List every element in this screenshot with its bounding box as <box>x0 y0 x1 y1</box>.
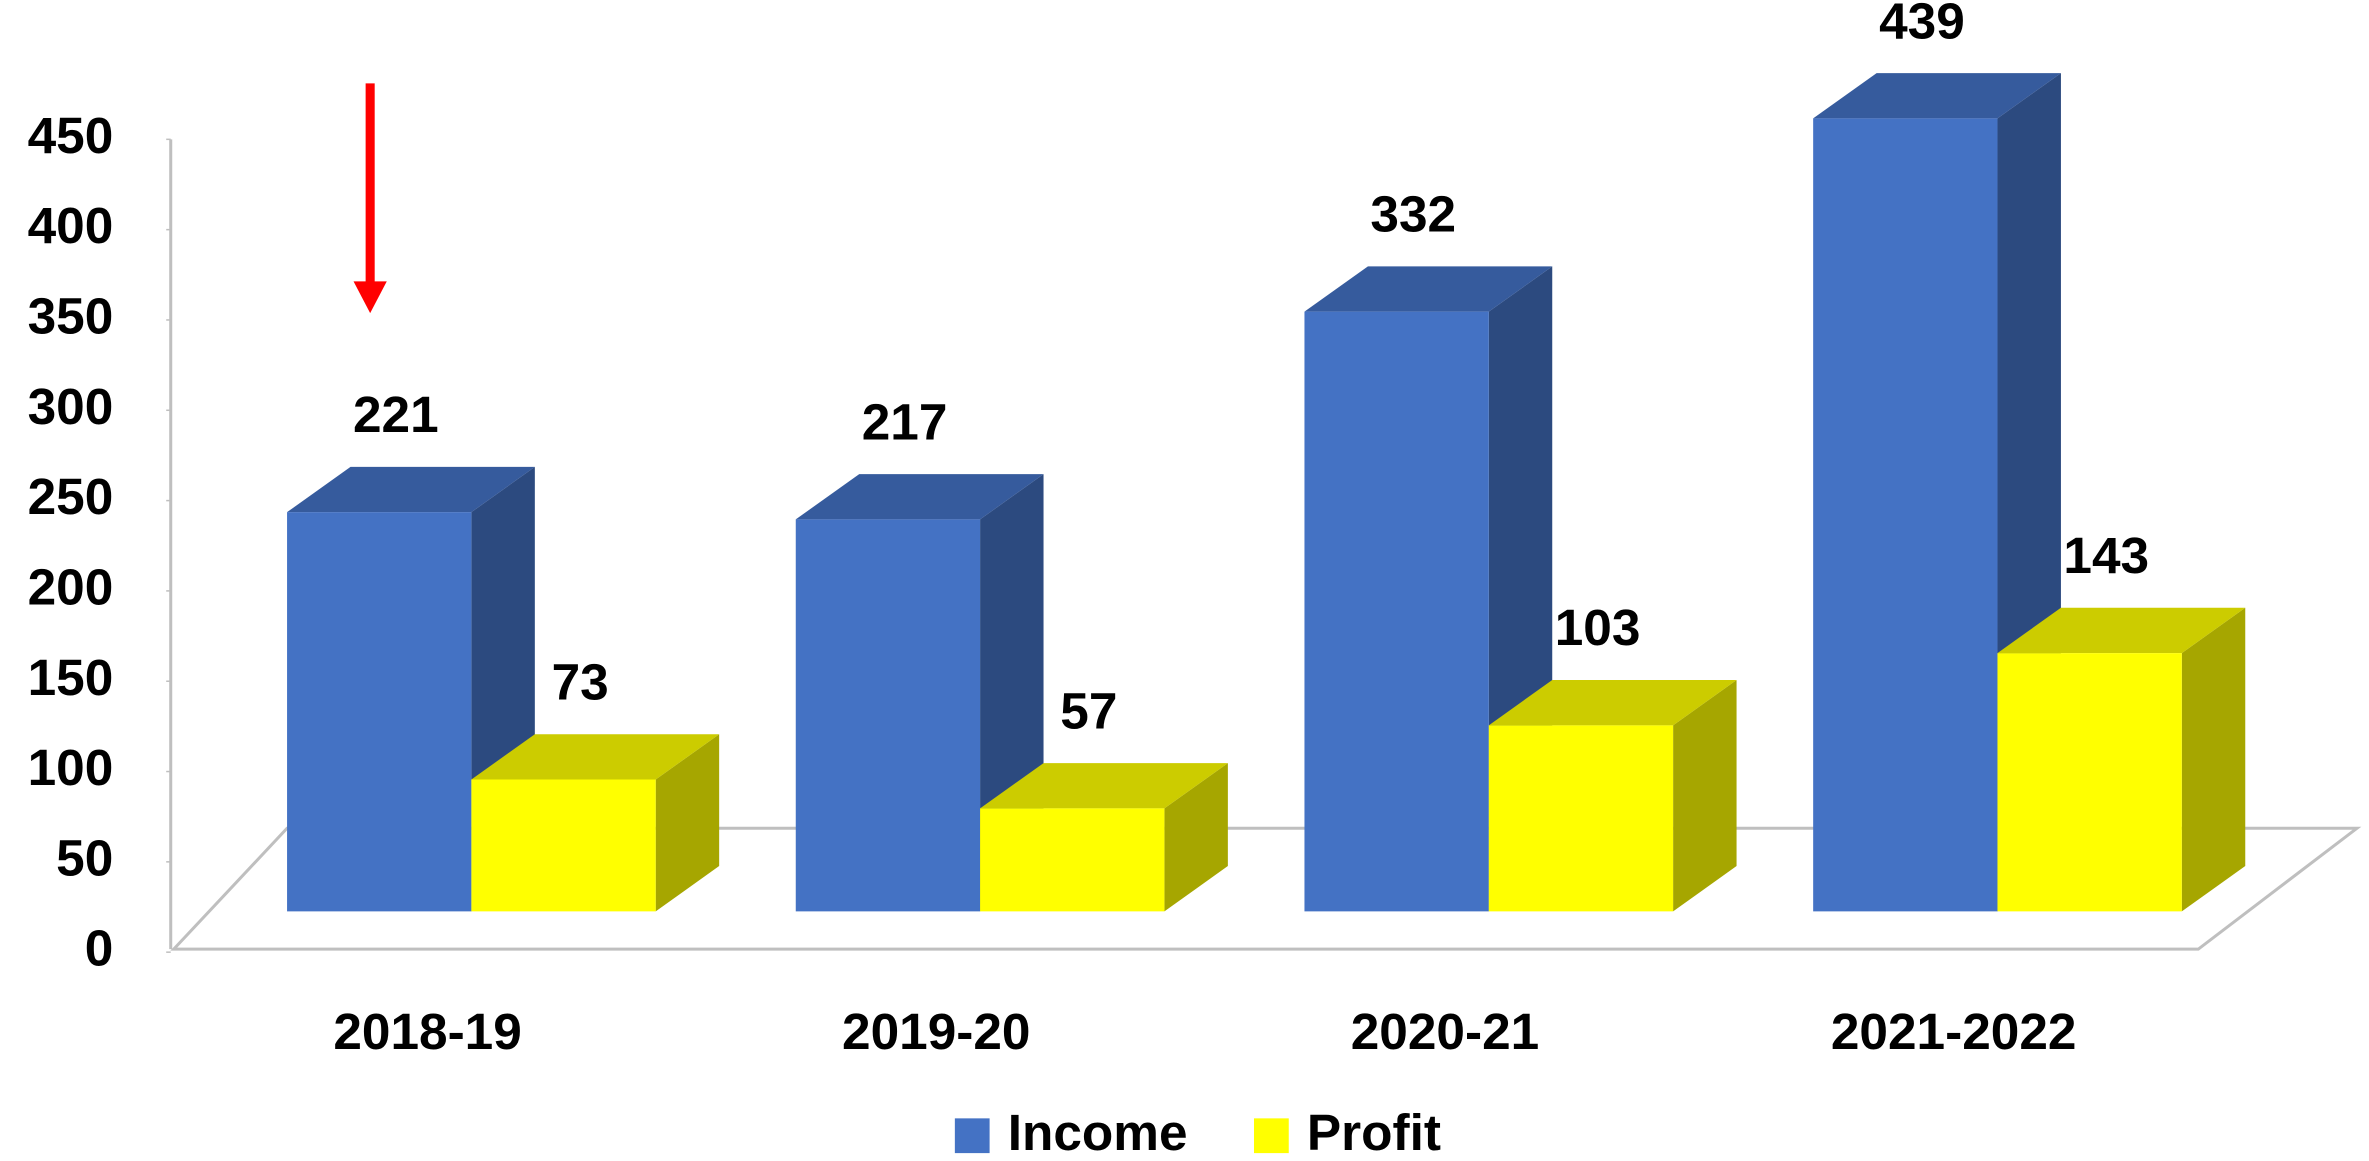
bar-face <box>1488 725 1674 912</box>
bar-face <box>1813 118 1998 912</box>
bar <box>471 734 720 912</box>
bar-face <box>1997 653 2182 912</box>
y-tick-label: 300 <box>28 378 114 435</box>
data-label: 103 <box>1555 599 1641 656</box>
bar-face <box>471 779 656 912</box>
bar-face <box>1813 73 2061 119</box>
y-tick-label: 200 <box>28 558 114 615</box>
legend-label: Income <box>1008 1104 1188 1161</box>
arrow-head <box>353 281 387 314</box>
bar-face <box>1673 680 1737 912</box>
bar <box>980 763 1228 912</box>
x-tick-label: 2020-21 <box>1351 1003 1540 1060</box>
floor <box>170 826 2362 951</box>
x-tick-label: 2019-20 <box>842 1003 1031 1060</box>
y-tick-label: 100 <box>28 739 114 796</box>
y-tick-label: 350 <box>28 288 114 345</box>
y-tick-label: 450 <box>28 107 114 164</box>
data-label: 221 <box>353 386 439 443</box>
legend-swatch <box>1253 1118 1289 1154</box>
data-label: 143 <box>2063 527 2149 584</box>
data-label: 332 <box>1370 186 1456 243</box>
y-tick-label: 0 <box>85 920 114 977</box>
data-label: 217 <box>862 393 948 450</box>
bar-face <box>287 512 472 912</box>
bar-face <box>1488 680 1737 726</box>
bar-face <box>2181 607 2246 912</box>
y-tick-label: 400 <box>28 197 114 254</box>
y-tick-label: 50 <box>56 829 113 886</box>
y-tick-label: 150 <box>28 649 114 706</box>
x-tick-label: 2018-19 <box>333 1003 522 1060</box>
bar-face <box>655 734 720 912</box>
data-label: 73 <box>552 653 609 710</box>
data-label: 57 <box>1060 682 1117 739</box>
legend-swatch <box>954 1118 990 1154</box>
legend-label: Profit <box>1307 1104 1441 1161</box>
bar-face <box>1164 763 1228 912</box>
y-tick-label: 250 <box>28 468 114 525</box>
bar-face <box>1304 266 1553 312</box>
data-label: 439 <box>1879 0 1965 49</box>
bar-face <box>795 519 981 912</box>
bar-face <box>471 734 720 780</box>
bar-face <box>287 466 535 513</box>
bar <box>1997 607 2246 912</box>
bar-face <box>795 474 1044 520</box>
x-tick-label: 2021-2022 <box>1831 1003 2077 1060</box>
bar-face <box>1997 607 2246 654</box>
bar <box>1488 680 1737 912</box>
bar-face <box>980 808 1165 912</box>
bar-face <box>980 763 1228 809</box>
bar-face <box>1304 311 1489 912</box>
